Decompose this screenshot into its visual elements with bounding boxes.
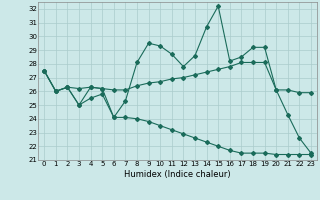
- X-axis label: Humidex (Indice chaleur): Humidex (Indice chaleur): [124, 170, 231, 179]
